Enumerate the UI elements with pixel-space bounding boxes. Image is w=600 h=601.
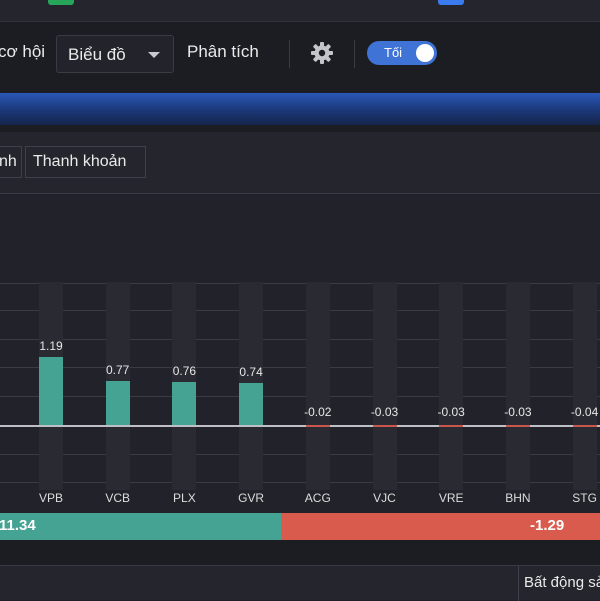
bar-gvr[interactable] bbox=[239, 382, 264, 425]
green-tab-indicator bbox=[48, 0, 74, 5]
tab-label: nh bbox=[0, 153, 17, 170]
value-label-plx: 0.76 bbox=[172, 363, 197, 378]
bar-vpb[interactable] bbox=[39, 357, 63, 425]
value-label-gvr: 0.74 bbox=[239, 364, 263, 379]
tab-partial[interactable]: nh bbox=[0, 146, 22, 178]
x-tick-label-acg: ACG bbox=[304, 491, 331, 505]
toggle-knob bbox=[416, 44, 434, 62]
value-label-bhn: -0.03 bbox=[504, 405, 532, 419]
value-label-vre: -0.03 bbox=[437, 405, 465, 419]
bar-track bbox=[372, 282, 397, 490]
view-select-value: Biểu đồ bbox=[68, 45, 126, 64]
gridline bbox=[0, 339, 600, 340]
toolbar-divider bbox=[289, 40, 290, 68]
bar-vjc[interactable] bbox=[372, 425, 397, 427]
chevron-down-icon bbox=[148, 52, 160, 58]
table-header-row: Bất động sản bbox=[0, 565, 600, 601]
gear-icon[interactable] bbox=[310, 41, 334, 65]
dark-mode-toggle[interactable]: Tối bbox=[367, 41, 437, 65]
banner-gradient bbox=[0, 93, 600, 125]
negative-contribution-value: -1.29 bbox=[530, 517, 565, 534]
toolbar-divider bbox=[354, 40, 355, 68]
bar-acg[interactable] bbox=[305, 425, 330, 427]
gridline bbox=[0, 310, 600, 311]
bar-stg[interactable] bbox=[572, 425, 597, 428]
gridline bbox=[0, 482, 600, 483]
bar-track bbox=[505, 282, 530, 490]
bar-vre[interactable] bbox=[439, 425, 464, 427]
view-select[interactable]: Biểu đồ bbox=[56, 35, 174, 73]
nav-item-opportunities[interactable]: cơ hội bbox=[0, 42, 46, 61]
tab-label: Thanh khoản bbox=[33, 153, 127, 170]
bar-track bbox=[305, 282, 330, 490]
positive-contribution-value: 11.34 bbox=[0, 517, 36, 534]
bar-vcb[interactable] bbox=[105, 381, 130, 425]
sector-column-header[interactable]: Bất động sản bbox=[524, 574, 600, 591]
x-tick-label-vjc: VJC bbox=[373, 491, 396, 505]
tab-liquidity[interactable]: Thanh khoản bbox=[25, 146, 146, 178]
value-label-stg: -0.04 bbox=[570, 405, 599, 419]
nav-item-analysis[interactable]: Phân tích bbox=[187, 42, 259, 61]
positive-contribution-bar bbox=[0, 513, 281, 540]
value-label-vcb: 0.77 bbox=[106, 363, 130, 378]
sector-table: Bất động sản bbox=[0, 540, 600, 601]
zero-line bbox=[0, 425, 600, 427]
bar-track bbox=[439, 282, 464, 490]
toolbar: cơ hội Biểu đồ Phân tích Tối bbox=[0, 22, 600, 84]
bar-bhn[interactable] bbox=[505, 425, 530, 427]
negative-contribution-bar bbox=[281, 513, 600, 540]
x-tick-label-vpb: VPB bbox=[38, 491, 63, 505]
tab-bar: nh Thanh khoản bbox=[0, 132, 600, 194]
gridline bbox=[0, 396, 600, 397]
x-tick-label-vre: VRE bbox=[438, 491, 464, 505]
gridline bbox=[0, 454, 600, 455]
gridline bbox=[0, 367, 600, 368]
gridline bbox=[0, 283, 600, 284]
bar-track bbox=[572, 282, 597, 490]
value-label-vpb: 1.19 bbox=[39, 339, 63, 354]
blue-tab-indicator bbox=[438, 0, 464, 5]
x-tick-label-gvr: GVR bbox=[238, 491, 265, 505]
bar-plx[interactable] bbox=[172, 381, 197, 425]
market-breadth-bar: 11.34 -1.29 bbox=[0, 513, 600, 540]
x-tick-label-vcb: VCB bbox=[105, 491, 131, 505]
bar-chart: 1.19 VPB 0.77 VCB 0.76 PLX 0.74 GVR -0.02 ACG -0.0… bbox=[0, 195, 600, 513]
header-banner bbox=[0, 84, 600, 132]
x-tick-label-stg: STG bbox=[572, 491, 597, 505]
dark-mode-toggle-label: Tối bbox=[384, 45, 403, 60]
top-strip bbox=[0, 0, 600, 22]
x-tick-label-bhn: BHN bbox=[505, 491, 531, 505]
value-label-acg: -0.02 bbox=[304, 405, 332, 419]
column-divider bbox=[518, 566, 519, 601]
x-tick-label-plx: PLX bbox=[173, 491, 196, 505]
value-label-vjc: -0.03 bbox=[370, 405, 399, 419]
